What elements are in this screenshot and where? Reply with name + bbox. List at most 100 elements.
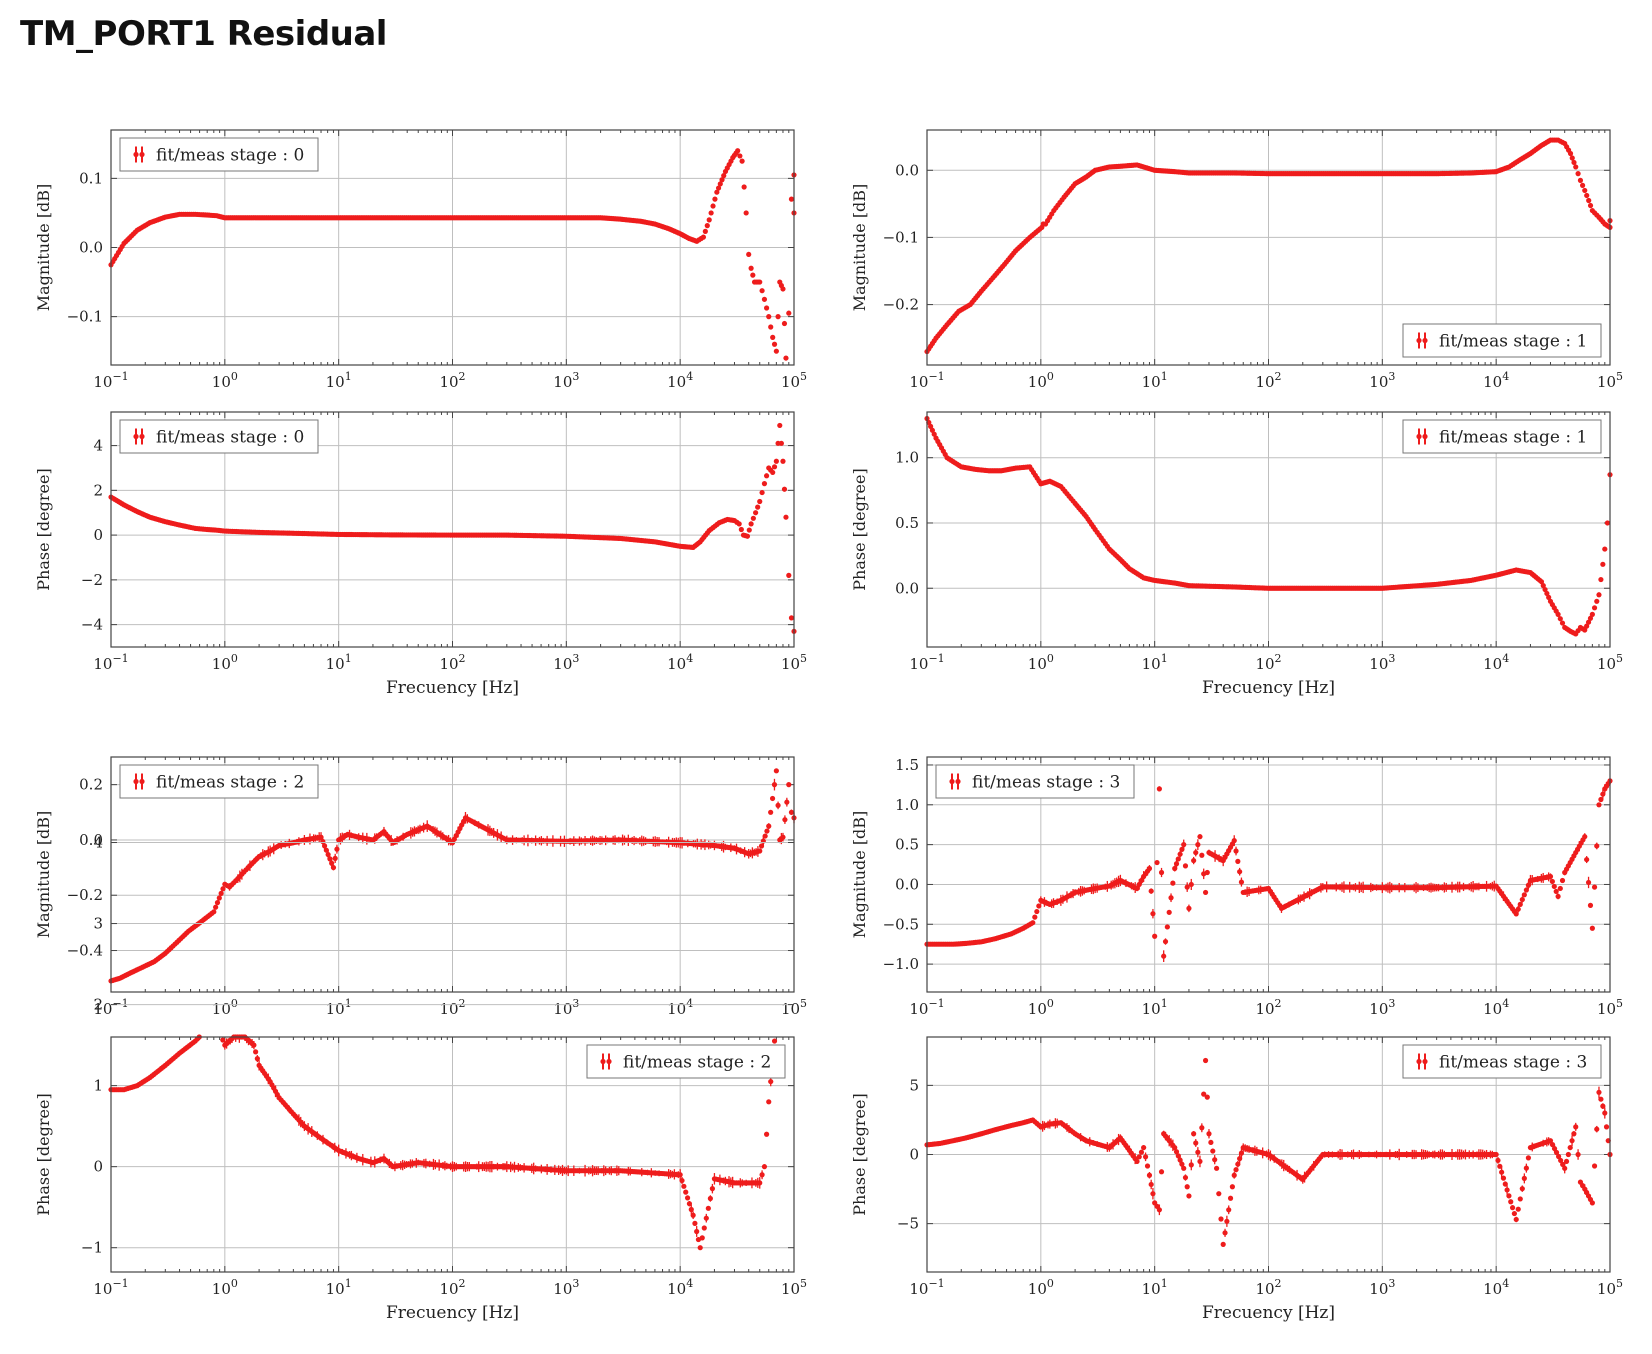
data-point — [1201, 1091, 1207, 1097]
data-point — [1504, 1187, 1510, 1193]
data-point — [739, 158, 745, 164]
data-point — [1032, 914, 1038, 920]
plot-frame — [110, 129, 795, 366]
y-tick-label: −0.5 — [883, 915, 919, 933]
data-point — [1222, 1230, 1228, 1236]
data-point — [763, 305, 770, 311]
data-point — [1509, 1205, 1516, 1211]
x-tick-label: 103 — [1369, 1277, 1395, 1298]
data-point — [786, 572, 792, 578]
data-point — [1179, 1161, 1185, 1167]
data-point — [1586, 197, 1592, 204]
y-tick-label: 2 — [93, 996, 103, 1014]
x-tick-label: 102 — [439, 652, 465, 673]
data-point — [253, 1049, 259, 1055]
data-point — [1555, 893, 1561, 900]
data-point — [1499, 1169, 1505, 1175]
data-point — [1547, 1138, 1554, 1144]
data-point — [1602, 546, 1608, 552]
data-point — [700, 234, 707, 240]
data-point — [1544, 590, 1550, 597]
data-point — [1238, 879, 1245, 885]
x-axis-label: Frecuency [Hz] — [1202, 1303, 1335, 1323]
data-point — [1600, 561, 1606, 567]
x-tick-label: 105 — [781, 370, 807, 391]
data-point — [1168, 895, 1174, 901]
data-point — [743, 210, 749, 216]
data-point — [1158, 869, 1165, 876]
data-point — [710, 203, 716, 209]
series-0 — [924, 778, 1613, 962]
x-tick-label: 10−1 — [909, 652, 944, 673]
data-point — [782, 817, 788, 823]
data-point — [735, 148, 741, 154]
data-point — [1186, 1193, 1192, 1199]
series-0 — [108, 422, 797, 634]
x-tick-label: 104 — [1483, 652, 1509, 673]
data-point — [759, 1172, 765, 1178]
data-point — [1591, 605, 1598, 611]
data-point — [1206, 1131, 1212, 1137]
x-tick-label: 10−1 — [93, 370, 128, 391]
legend-box — [119, 764, 319, 799]
data-point — [1170, 880, 1176, 886]
data-point — [753, 510, 759, 516]
y-tick-label: −5 — [897, 1215, 919, 1233]
data-point — [1521, 1175, 1527, 1181]
data-point — [1513, 911, 1519, 917]
data-point — [750, 515, 756, 521]
data-point — [748, 265, 754, 271]
y-tick-label: 4 — [93, 834, 103, 852]
legend-box — [935, 764, 1135, 799]
y-axis-label: Magnitude [dB] — [34, 811, 53, 939]
legend-marker-icon — [133, 428, 145, 445]
data-point — [1575, 1151, 1581, 1158]
y-tick-label: −0.2 — [883, 296, 919, 314]
data-point — [1495, 1157, 1501, 1164]
x-tick-label: 101 — [1142, 997, 1168, 1018]
data-point — [1208, 1139, 1214, 1146]
data-point — [1204, 869, 1210, 876]
x-tick-label: 10−1 — [909, 997, 944, 1018]
data-point — [736, 521, 742, 527]
x-tick-label: 102 — [439, 1277, 465, 1298]
data-point — [1134, 885, 1140, 892]
legend: fit/meas stage : 0 — [119, 419, 319, 454]
data-point — [1517, 1196, 1523, 1202]
data-point — [1134, 1158, 1140, 1165]
data-point — [737, 153, 743, 159]
data-point — [1587, 902, 1594, 908]
legend-marker-dot — [133, 778, 139, 785]
data-point — [1523, 1165, 1529, 1171]
data-point — [770, 334, 776, 340]
x-tick-label: 10−1 — [93, 652, 128, 673]
data-point — [706, 217, 712, 223]
data-point — [334, 846, 340, 852]
x-tick-label: 101 — [326, 997, 352, 1018]
data-point — [1237, 869, 1243, 875]
data-point — [762, 833, 768, 839]
y-tick-label: 0.0 — [79, 239, 103, 257]
x-tick-label: 104 — [1483, 1277, 1509, 1298]
data-point — [763, 473, 770, 479]
data-point — [1559, 620, 1566, 626]
data-point — [321, 843, 328, 849]
data-point — [771, 464, 778, 470]
legend-marker-dot — [139, 151, 145, 158]
legend-box — [1402, 419, 1602, 454]
chart-panel-1: 10−1 100 101 102 103 104 105 −4 −2 0 2 4 Phase [degr… — [34, 411, 807, 698]
y-tick-label: 0 — [93, 526, 103, 544]
x-tick-label: 105 — [1597, 370, 1623, 391]
x-tick-label: 103 — [553, 370, 579, 391]
data-point — [325, 851, 331, 858]
y-tick-label: 0.0 — [79, 831, 103, 849]
page-title: TM_PORT1 Residual — [20, 14, 387, 54]
data-point — [220, 886, 226, 892]
data-point — [1553, 888, 1559, 895]
data-point — [1560, 1161, 1566, 1167]
legend-marker-dot — [133, 433, 139, 440]
y-axis-label: Phase [degree] — [850, 1093, 869, 1215]
chart-panel-3: 10−1 100 101 102 103 104 105 0.0 0.5 1.0 Phase [de… — [850, 411, 1623, 698]
data-point — [220, 1037, 226, 1043]
